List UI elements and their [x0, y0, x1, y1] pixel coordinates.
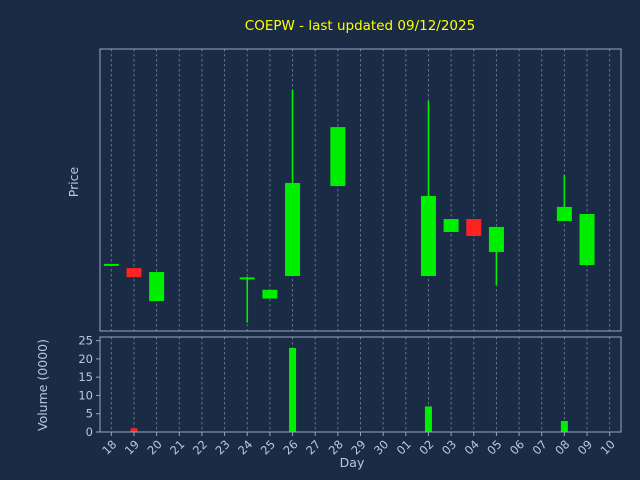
price-panel	[99, 48, 622, 332]
candle-body-25	[262, 289, 278, 299]
volume-panel	[99, 336, 622, 433]
candle-body-24	[239, 277, 255, 280]
volume-bar-08	[560, 421, 568, 432]
candle-body-20	[149, 272, 165, 302]
volume-tick-label-25: 25	[78, 334, 93, 348]
candles-layer	[103, 89, 595, 323]
price-axis-label: Price	[66, 166, 81, 197]
chart-title: COEPW - last updated 09/12/2025	[245, 18, 475, 34]
candle-body-26	[285, 182, 301, 277]
volume-bar-26	[289, 347, 297, 432]
volume-bar-02	[424, 406, 432, 432]
candle-body-02	[420, 195, 436, 277]
volume-bars-layer	[130, 347, 568, 432]
candle-body-08	[556, 206, 572, 222]
volume-tick-label-15: 15	[78, 370, 93, 384]
candle-body-18	[103, 263, 119, 266]
volume-tick-label-5: 5	[86, 407, 93, 421]
volume-tick-label-20: 20	[78, 352, 93, 366]
volume-tick-label-10: 10	[78, 388, 93, 402]
candle-body-09	[579, 213, 595, 266]
candle-body-03	[443, 219, 459, 233]
x-axis-label: Day	[340, 455, 365, 470]
volume-bar-19	[130, 428, 138, 432]
candle-body-05	[488, 226, 504, 253]
candle-body-04	[466, 219, 482, 236]
volume-tick-label-0: 0	[86, 425, 93, 439]
candle-body-19	[126, 268, 142, 278]
volume-axis-label: Volume (0000)	[35, 339, 50, 431]
candle-body-28	[330, 127, 346, 187]
